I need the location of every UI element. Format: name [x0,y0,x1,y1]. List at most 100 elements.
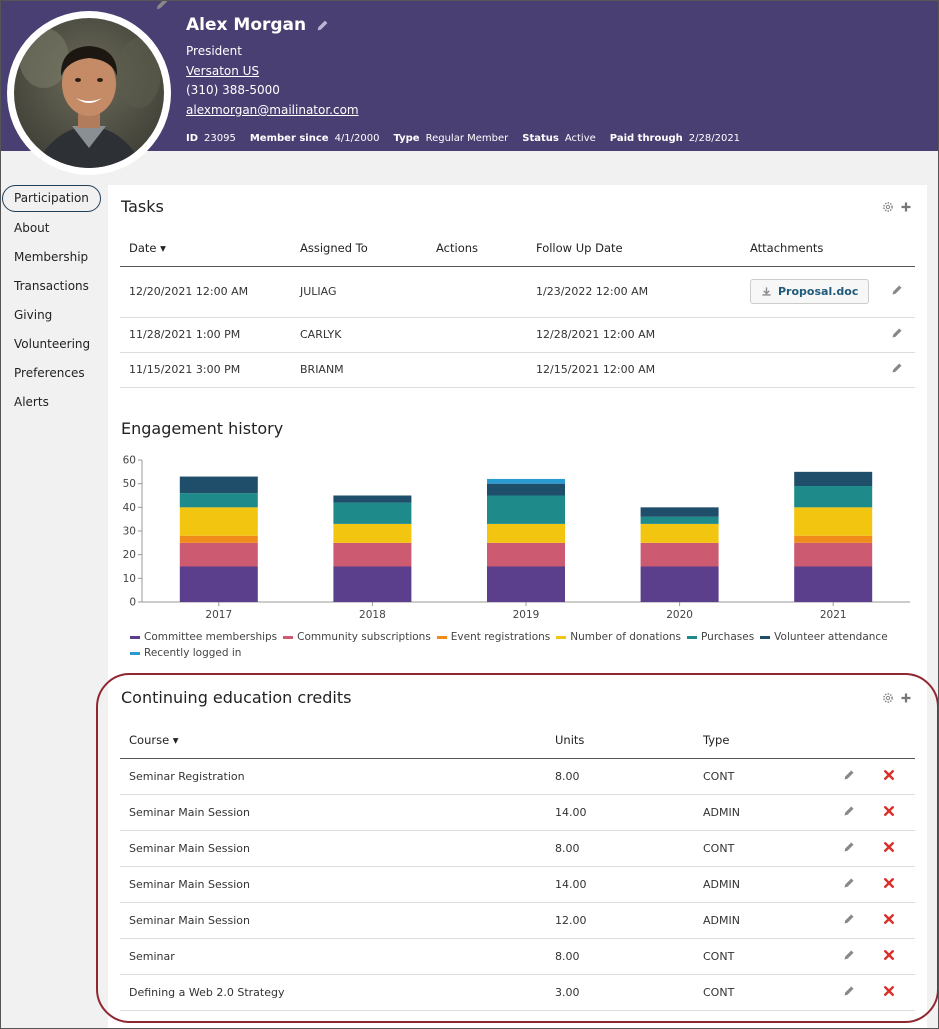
col-edit [869,230,915,266]
attachment-button[interactable]: Proposal.doc [750,279,870,304]
ce-edit-cell [834,830,874,866]
ce-delete-cell [874,758,915,794]
task-actions [427,266,527,317]
meta-id-key: ID [186,133,199,144]
plus-icon[interactable] [900,692,912,704]
gear-icon[interactable] [882,201,894,213]
delete-x-icon[interactable] [883,769,895,781]
task-edit-cell [869,266,915,317]
meta-paid-through-value: 2/28/2021 [688,133,741,144]
col-date[interactable]: Date ▾ [129,240,166,255]
ce-units: 14.00 [555,805,587,819]
x-tick-label: 2018 [359,609,386,621]
pencil-icon[interactable] [843,913,855,925]
legend-item[interactable]: Volunteer attendance [760,629,888,645]
attachment-filename: Proposal.doc [778,285,859,298]
sidebar-nav: Participation About Membership Transacti… [1,185,106,417]
bar-segment [794,542,873,567]
pencil-icon[interactable] [843,985,855,997]
bar-segment [333,495,412,503]
y-tick-label: 10 [123,573,136,585]
ce-type: CONT [703,949,735,963]
bar-segment [640,566,719,602]
tasks-header-row: Date ▾ Assigned To Actions Follow Up Dat… [120,230,915,266]
avatar[interactable] [7,11,171,175]
y-tick-label: 50 [123,478,136,490]
ce-units: 12.00 [555,913,587,927]
bar-segment [487,478,565,484]
delete-x-icon[interactable] [883,913,895,925]
legend-item[interactable]: Event registrations [436,629,551,645]
ce-type: ADMIN [703,877,740,891]
bar-segment [179,476,258,494]
avatar-pencil-icon[interactable] [155,0,169,11]
x-tick-label: 2017 [205,609,232,621]
pencil-icon[interactable] [843,805,855,817]
legend-item[interactable]: Number of donations [556,629,681,645]
delete-x-icon[interactable] [883,877,895,889]
pencil-icon[interactable] [891,362,903,374]
legend-item[interactable]: Committee memberships [130,629,277,645]
task-followup: 12/15/2021 12:00 AM [536,363,656,376]
gear-icon[interactable] [882,692,894,704]
engagement-chart: 0 10 20 30 40 50 60 2017 2018 2019 2020 2021 [123,455,910,621]
ce-table: Course ▾ Units Type Seminar Registration… [120,722,915,1011]
task-edit-cell [869,352,915,387]
table-row: Seminar Registration 8.00 CONT [120,758,915,794]
ce-delete-cell [874,830,915,866]
legend-item[interactable]: Purchases [687,629,754,645]
plus-icon[interactable] [900,201,912,213]
col-attachments: Attachments [750,240,824,255]
sidebar-item-about[interactable]: About [14,221,50,235]
bar-segment [640,542,719,567]
profile-email-link[interactable]: alexmorgan@mailinator.com [186,103,359,117]
task-attachment-cell [741,317,869,352]
ce-course: Seminar Main Session [129,913,250,927]
pencil-icon[interactable] [843,949,855,961]
sidebar-item-participation[interactable]: Participation [2,185,101,212]
sidebar-item-preferences[interactable]: Preferences [14,366,85,380]
task-date: 11/28/2021 1:00 PM [129,328,241,341]
y-tick-label: 20 [123,549,136,561]
table-row: 11/28/2021 1:00 PM CARLYK 12/28/2021 12:… [120,317,915,352]
task-attachment-cell: Proposal.doc [741,266,870,317]
bar-segment [333,566,412,602]
legend-label: Community subscriptions [297,631,431,643]
pencil-icon[interactable] [891,284,903,296]
delete-x-icon[interactable] [883,949,895,961]
table-row: Defining a Web 2.0 Strategy 3.00 CONT [120,974,915,1010]
profile-company-link[interactable]: Versaton US [186,64,260,78]
delete-x-icon[interactable] [883,985,895,997]
sidebar-item-transactions[interactable]: Transactions [14,279,89,293]
pencil-icon[interactable] [316,19,329,32]
pencil-icon[interactable] [843,769,855,781]
delete-x-icon[interactable] [883,841,895,853]
ce-edit-cell [834,938,874,974]
sidebar-item-volunteering[interactable]: Volunteering [14,337,91,351]
y-tick-label: 30 [123,526,136,538]
bar-segment [794,535,873,543]
legend-item[interactable]: Recently logged in [130,645,241,661]
sidebar-item-alerts[interactable]: Alerts [14,395,49,409]
y-tick-label: 0 [129,597,136,609]
profile-name: Alex Morgan [186,15,307,35]
col-actions: Actions [436,240,479,255]
legend-item[interactable]: Community subscriptions [283,629,431,645]
task-actions [427,317,527,352]
sidebar-item-membership[interactable]: Membership [14,250,89,264]
avatar-photo [14,18,164,168]
pencil-icon[interactable] [891,327,903,339]
ce-delete-cell [874,794,915,830]
profile-phone: (310) 388-5000 [186,83,280,97]
pencil-icon[interactable] [843,877,855,889]
col-course[interactable]: Course ▾ [129,732,179,747]
meta-paid-through-key: Paid through [609,133,683,144]
bar-segment [333,542,412,567]
col-assigned-to: Assigned To [300,240,368,255]
legend-label: Event registrations [450,631,551,643]
delete-x-icon[interactable] [883,805,895,817]
bar-segment [794,471,873,487]
pencil-icon[interactable] [843,841,855,853]
task-assigned: BRIANM [300,363,344,376]
sidebar-item-giving[interactable]: Giving [14,308,53,322]
